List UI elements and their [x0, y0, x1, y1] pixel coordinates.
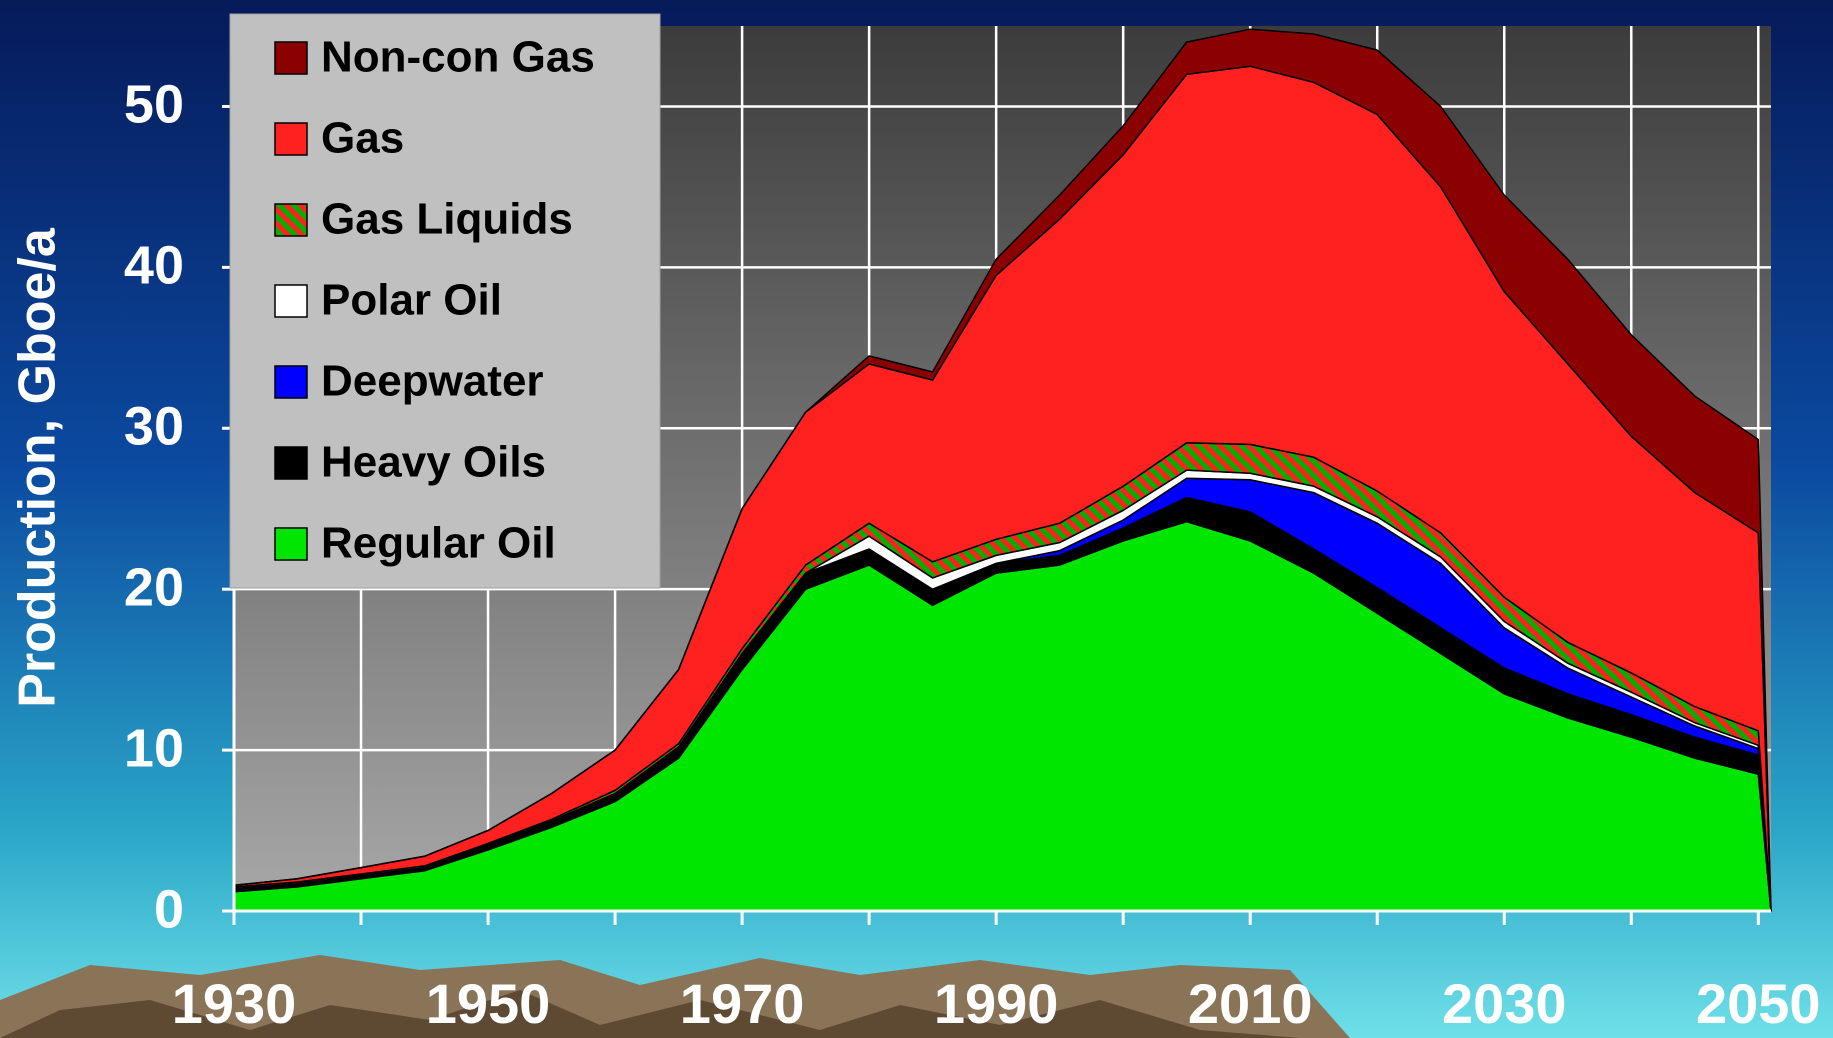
legend-label: Gas — [321, 114, 404, 163]
x-tick-label: 2030 — [1442, 972, 1567, 1035]
legend-swatch — [275, 123, 307, 155]
y-tick-label: 40 — [124, 236, 184, 296]
y-tick-label: 20 — [124, 557, 184, 617]
x-tick-label: 1990 — [934, 972, 1059, 1035]
legend-label: Non-con Gas — [321, 33, 595, 82]
x-tick-label: 1950 — [426, 972, 551, 1035]
legend-swatch — [275, 528, 307, 560]
legend-swatch — [275, 42, 307, 74]
legend-label: Heavy Oils — [321, 438, 546, 487]
chart: 01020304050 1930195019701990201020302050… — [0, 0, 1833, 1038]
legend-label: Deepwater — [321, 357, 544, 406]
y-axis-label: Production, Gboe/a — [9, 227, 67, 708]
legend-swatch — [275, 285, 307, 317]
y-tick-label: 10 — [124, 718, 184, 778]
legend-swatch — [275, 366, 307, 398]
legend-swatch — [275, 204, 307, 236]
x-tick-label: 2010 — [1188, 972, 1313, 1035]
legend-swatch — [275, 447, 307, 479]
legend-label: Regular Oil — [321, 519, 556, 568]
legend-label: Gas Liquids — [321, 195, 573, 244]
x-tick-label: 2050 — [1696, 972, 1821, 1035]
page: 01020304050 1930195019701990201020302050… — [0, 0, 1833, 1038]
x-tick-label: 1970 — [680, 972, 805, 1035]
y-tick-label: 0 — [154, 879, 184, 939]
x-tick-label: 1930 — [172, 972, 297, 1035]
y-tick-label: 50 — [124, 75, 184, 135]
legend-label: Polar Oil — [321, 276, 502, 325]
y-tick-label: 30 — [124, 397, 184, 457]
